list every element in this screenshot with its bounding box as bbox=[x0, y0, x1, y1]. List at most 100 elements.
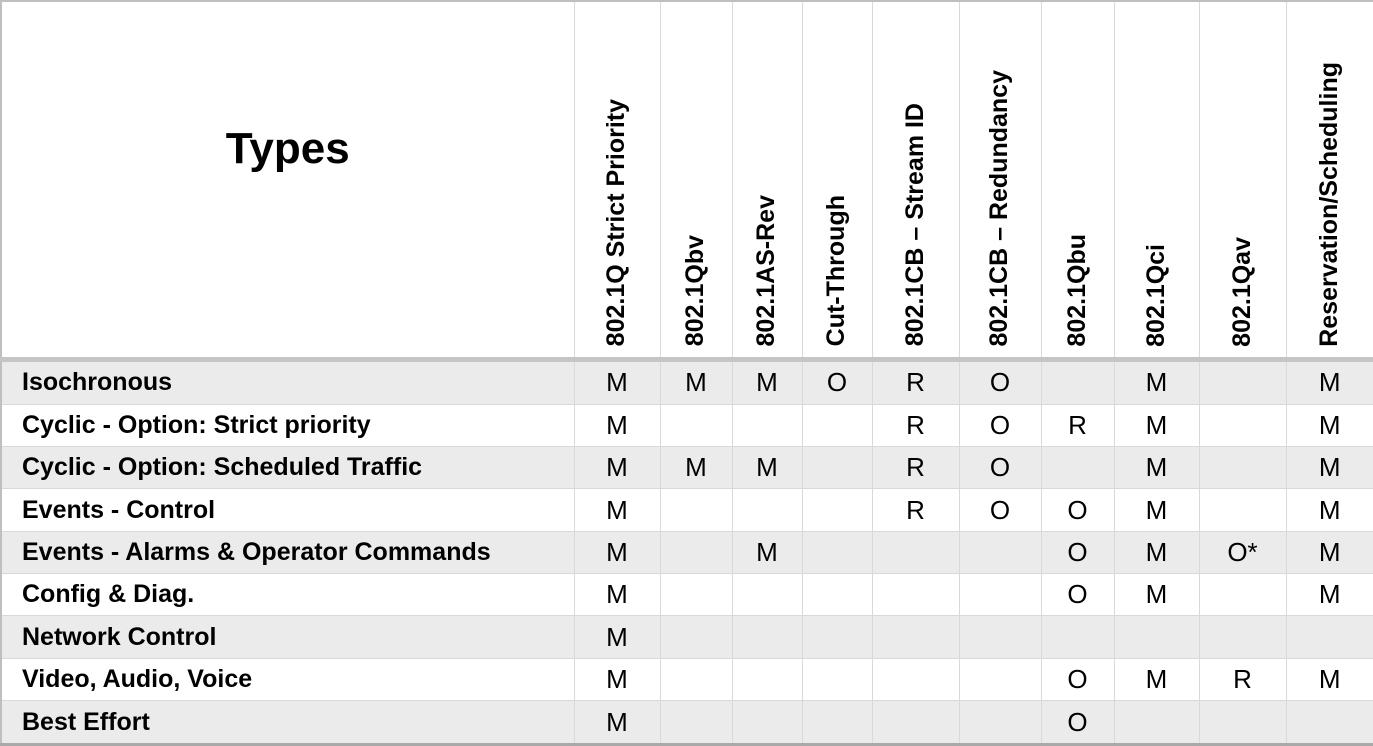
row-label: Cyclic - Option: Scheduled Traffic bbox=[1, 445, 575, 490]
requirement-cell: R bbox=[871, 403, 960, 447]
requirement-cell: M bbox=[573, 488, 661, 532]
requirement-cell: M bbox=[1113, 573, 1200, 617]
requirement-cell: M bbox=[1285, 358, 1373, 405]
column-header-label: 802.1Qav bbox=[1227, 236, 1256, 347]
requirement-cell: M bbox=[1285, 657, 1373, 702]
requirement-cell bbox=[958, 530, 1042, 575]
row-label: Cyclic - Option: Strict priority bbox=[1, 403, 575, 447]
requirement-cell: M bbox=[659, 445, 733, 490]
requirement-cell bbox=[731, 700, 803, 745]
requirement-cell: O bbox=[1040, 488, 1115, 532]
requirement-cell bbox=[1198, 445, 1287, 490]
requirement-cell bbox=[1285, 700, 1373, 745]
row-label: Events - Alarms & Operator Commands bbox=[1, 530, 575, 575]
requirement-cell bbox=[958, 657, 1042, 702]
row-label: Events - Control bbox=[1, 488, 575, 532]
requirement-cell bbox=[1040, 445, 1115, 490]
column-header-802-1cb-redundancy: 802.1CB – Redundancy bbox=[958, 1, 1042, 362]
column-header-802-1cb-stream-id: 802.1CB – Stream ID bbox=[871, 1, 960, 362]
requirement-cell bbox=[801, 403, 873, 447]
requirement-cell: R bbox=[1198, 657, 1287, 702]
requirement-cell bbox=[958, 700, 1042, 745]
table-header: Types 802.1Q Strict Priority 802.1Qbv 80… bbox=[1, 1, 1373, 362]
table-body: Isochronous M M M O R O M M Cyclic - Option: Stri… bbox=[1, 358, 1373, 745]
requirement-cell: O bbox=[958, 358, 1042, 405]
requirement-cell: M bbox=[1285, 445, 1373, 490]
requirement-cell bbox=[659, 700, 733, 745]
requirement-cell bbox=[1198, 615, 1287, 659]
requirement-cell bbox=[871, 700, 960, 745]
requirement-cell bbox=[958, 573, 1042, 617]
column-header-802-1qbv: 802.1Qbv bbox=[659, 1, 733, 362]
requirement-cell: M bbox=[1113, 488, 1200, 532]
column-header-label: 802.1Qbu bbox=[1062, 233, 1091, 347]
requirement-cell bbox=[1198, 573, 1287, 617]
types-header-label: Types bbox=[225, 124, 350, 174]
requirement-cell bbox=[1198, 403, 1287, 447]
column-header-802-1q-strict-priority: 802.1Q Strict Priority bbox=[573, 1, 661, 362]
table-row: Cyclic - Option: Scheduled Traffic M M M R O M… bbox=[1, 445, 1373, 490]
requirement-cell bbox=[958, 615, 1042, 659]
requirement-cell bbox=[1285, 615, 1373, 659]
table-row: Config & Diag. M O M M bbox=[1, 573, 1373, 617]
requirement-cell bbox=[871, 615, 960, 659]
requirement-cell: O bbox=[958, 488, 1042, 532]
requirement-cell bbox=[801, 445, 873, 490]
requirement-cell bbox=[801, 657, 873, 702]
requirement-cell: O* bbox=[1198, 530, 1287, 575]
requirement-cell bbox=[659, 488, 733, 532]
table-row: Network Control M bbox=[1, 615, 1373, 659]
column-header-802-1as-rev: 802.1AS-Rev bbox=[731, 1, 803, 362]
requirement-cell: O bbox=[1040, 657, 1115, 702]
column-header-802-1qav: 802.1Qav bbox=[1198, 1, 1287, 362]
column-header-label: Reservation/Scheduling bbox=[1315, 61, 1343, 347]
requirement-cell: R bbox=[871, 358, 960, 405]
requirement-cell: M bbox=[1113, 530, 1200, 575]
requirement-cell: M bbox=[573, 358, 661, 405]
requirement-cell: M bbox=[1113, 445, 1200, 490]
requirement-cell bbox=[871, 657, 960, 702]
requirement-cell bbox=[731, 657, 803, 702]
requirement-cell: M bbox=[573, 573, 661, 617]
requirement-cell bbox=[871, 573, 960, 617]
requirement-cell bbox=[1040, 358, 1115, 405]
requirement-cell bbox=[801, 488, 873, 532]
requirement-cell: M bbox=[573, 530, 661, 575]
requirement-cell bbox=[1198, 358, 1287, 405]
column-header-label: 802.1Q Strict Priority bbox=[602, 99, 631, 347]
requirement-cell: M bbox=[731, 530, 803, 575]
requirement-cell: M bbox=[573, 445, 661, 490]
requirement-cell: O bbox=[1040, 700, 1115, 745]
requirement-cell: M bbox=[1285, 403, 1373, 447]
requirement-cell bbox=[1113, 700, 1200, 745]
row-label: Config & Diag. bbox=[1, 573, 575, 617]
table-row: Best Effort M O bbox=[1, 700, 1373, 745]
column-header-label: Cut-Through bbox=[822, 195, 851, 347]
table-row: Cyclic - Option: Strict priority M R O R M M bbox=[1, 403, 1373, 447]
table-row: Events - Control M R O O M M bbox=[1, 488, 1373, 532]
requirement-cell: M bbox=[659, 358, 733, 405]
requirement-cell: M bbox=[731, 358, 803, 405]
requirement-cell bbox=[1198, 700, 1287, 745]
column-header-cut-through: Cut-Through bbox=[801, 1, 873, 362]
requirement-cell bbox=[801, 700, 873, 745]
requirement-cell: M bbox=[573, 403, 661, 447]
requirement-cell bbox=[659, 573, 733, 617]
requirement-cell bbox=[801, 573, 873, 617]
requirement-cell bbox=[1040, 615, 1115, 659]
requirement-cell: O bbox=[958, 445, 1042, 490]
column-header-label: 802.1CB – Redundancy bbox=[985, 70, 1014, 347]
requirement-cell: O bbox=[958, 403, 1042, 447]
requirement-cell: O bbox=[801, 358, 873, 405]
requirement-cell: M bbox=[731, 445, 803, 490]
requirement-cell bbox=[659, 657, 733, 702]
column-header-label: 802.1AS-Rev bbox=[752, 195, 781, 347]
row-label: Isochronous bbox=[1, 358, 575, 405]
requirement-cell bbox=[659, 530, 733, 575]
requirement-cell bbox=[801, 615, 873, 659]
row-label: Network Control bbox=[1, 615, 575, 659]
column-header-label: 802.1Qbv bbox=[681, 235, 710, 347]
requirement-cell: M bbox=[1285, 488, 1373, 532]
